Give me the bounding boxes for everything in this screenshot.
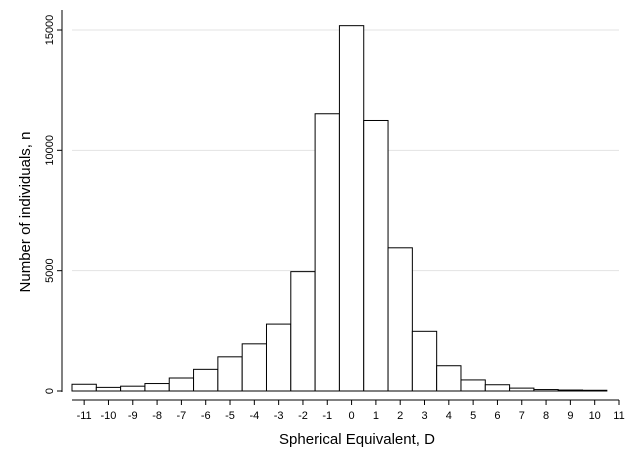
- x-tick-label: -8: [152, 410, 162, 422]
- histogram-bar: [533, 389, 559, 392]
- histogram-bar: [120, 385, 146, 392]
- histogram-bar: [363, 119, 389, 392]
- x-tick-label: -1: [322, 410, 332, 422]
- histogram-bar: [582, 389, 608, 392]
- histogram-bar: [314, 113, 340, 392]
- histogram-bar: [95, 386, 122, 392]
- x-tick-label: -11: [77, 410, 92, 422]
- histogram-bar: [460, 379, 486, 392]
- x-tick-label: -2: [298, 410, 308, 422]
- x-tick-label: 0: [349, 410, 355, 422]
- histogram-bar: [338, 25, 365, 392]
- x-tick-label: 7: [519, 410, 525, 422]
- x-tick-label: 4: [446, 410, 452, 422]
- histogram-bar: [265, 323, 292, 392]
- histogram-bar: [484, 384, 511, 392]
- histogram-bar: [436, 365, 462, 392]
- x-tick-label: 6: [494, 410, 500, 422]
- histogram-bar: [168, 377, 195, 392]
- x-tick-label: -4: [249, 410, 259, 422]
- x-tick-label: 9: [567, 410, 573, 422]
- y-tick-label: 10000: [44, 135, 56, 166]
- histogram-bar: [241, 343, 267, 392]
- histogram-bar: [290, 271, 316, 392]
- x-tick-label: 3: [421, 410, 427, 422]
- axes: [57, 10, 620, 405]
- x-tick-label: -7: [177, 410, 187, 422]
- histogram-bar: [411, 330, 438, 392]
- histogram-bar: [509, 387, 535, 392]
- histogram-bar: [387, 247, 413, 392]
- y-tick-label: 0: [44, 388, 56, 394]
- x-tick-label: -5: [225, 410, 235, 422]
- x-tick-label: 2: [397, 410, 403, 422]
- x-tick-label: 1: [373, 410, 379, 422]
- x-tick-label: -6: [201, 410, 211, 422]
- histogram-bar: [217, 356, 243, 392]
- bars: [71, 25, 608, 392]
- histogram-bar: [557, 389, 584, 392]
- histogram-bar: [71, 383, 97, 392]
- x-tick-label: -3: [274, 410, 284, 422]
- histogram-bar: [144, 383, 170, 392]
- histogram-bar: [193, 368, 219, 392]
- x-tick-label: -10: [101, 410, 117, 422]
- x-tick-label: 5: [470, 410, 476, 422]
- x-tick-label: 11: [613, 410, 624, 422]
- x-axis-title: Spherical Equivalent, D: [279, 431, 435, 448]
- y-tick-label: 15000: [44, 15, 56, 46]
- y-axis-title: Number of individuals, n: [17, 132, 34, 293]
- y-tick-label: 5000: [44, 258, 56, 282]
- x-tick-label: -9: [128, 410, 138, 422]
- x-tick-label: 8: [543, 410, 549, 422]
- x-tick-label: 10: [589, 410, 601, 422]
